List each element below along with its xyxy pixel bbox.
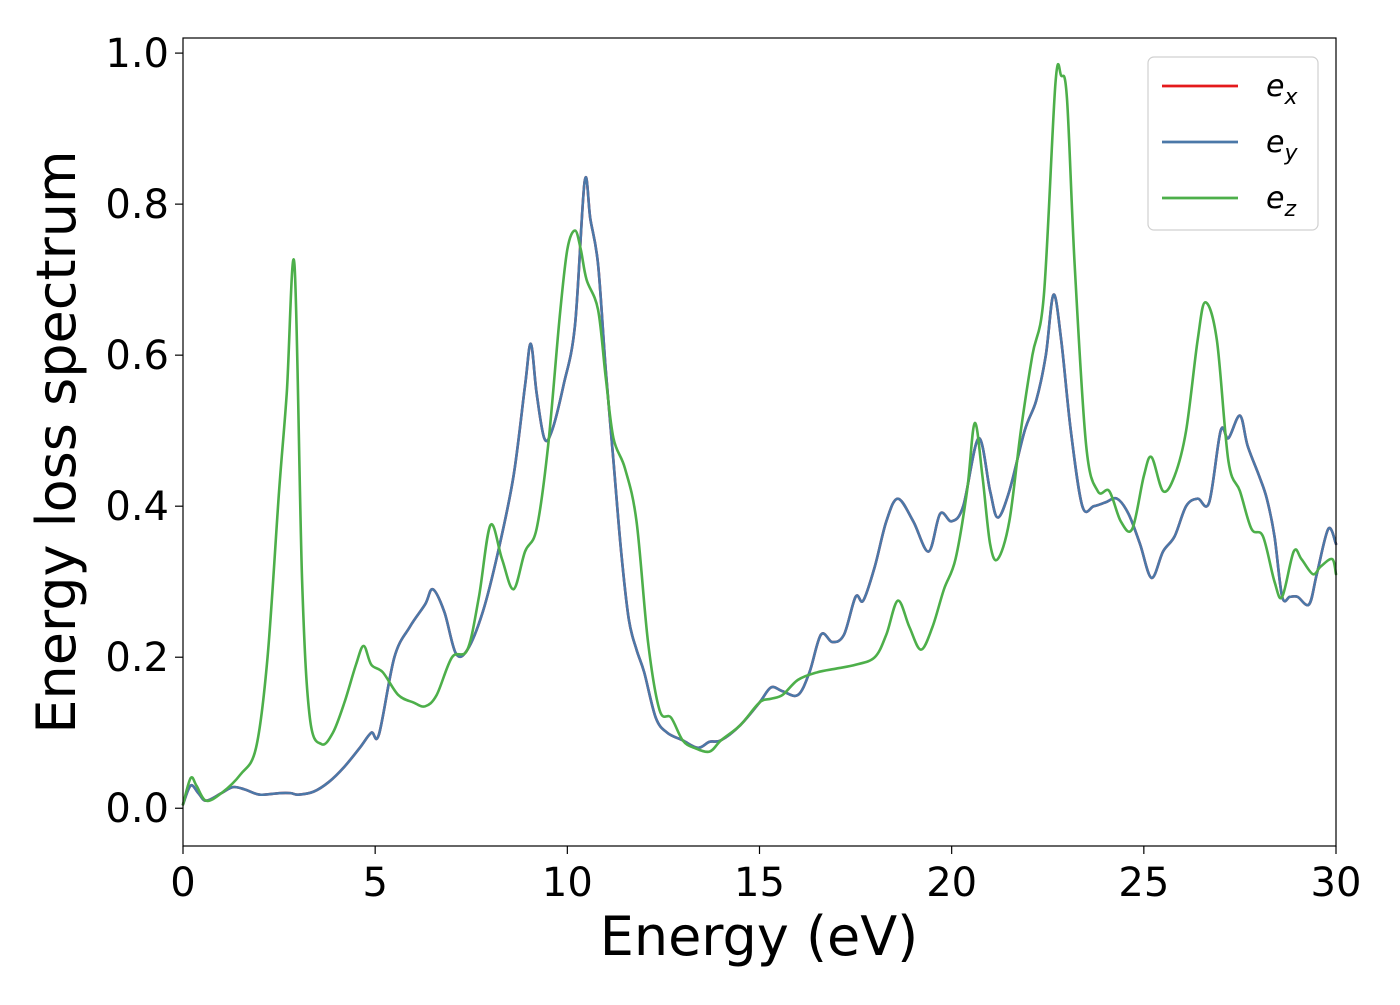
- series-line-ez: [181, 63, 1338, 806]
- y-tick-label: 0.8: [105, 182, 169, 228]
- x-tick-label: 0: [170, 860, 195, 906]
- x-tick-label: 30: [1311, 860, 1362, 906]
- x-axis-label: Energy (eV): [600, 905, 919, 968]
- y-tick-label: 1.0: [105, 31, 169, 77]
- y-tick-label: 0.4: [105, 484, 169, 530]
- x-tick-label: 5: [362, 860, 387, 906]
- x-tick-label: 15: [734, 860, 785, 906]
- y-tick-label: 0.2: [105, 635, 169, 681]
- x-tick-label: 20: [926, 860, 977, 906]
- y-axis-label: Energy loss spectrum: [25, 150, 88, 733]
- x-axis: 0 5 10 15 20 25 30: [170, 846, 1361, 906]
- x-tick-label: 25: [1118, 860, 1169, 906]
- y-tick-label: 0.6: [105, 333, 169, 379]
- x-tick-label: 10: [542, 860, 593, 906]
- y-tick-label: 0.0: [105, 786, 169, 832]
- y-axis: 0.0 0.2 0.4 0.6 0.8 1.0: [105, 31, 183, 832]
- series-line-ey: [181, 176, 1338, 806]
- legend-box: [1147, 56, 1319, 231]
- series-layer: [181, 63, 1338, 806]
